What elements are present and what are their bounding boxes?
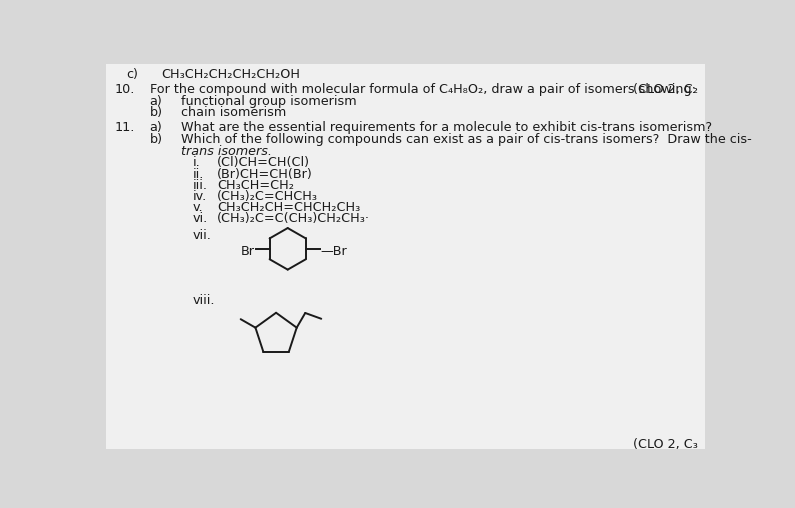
Text: b): b)	[149, 133, 163, 146]
Text: (CLO 2, C₃: (CLO 2, C₃	[633, 438, 697, 451]
Text: vi.: vi.	[192, 212, 207, 225]
Text: (CH₃)₂C=C(CH₃)CH₂CH₃·: (CH₃)₂C=C(CH₃)CH₂CH₃·	[217, 212, 370, 225]
Text: Br: Br	[241, 245, 255, 259]
FancyBboxPatch shape	[106, 64, 704, 449]
Text: For the compound with molecular formula of C₄H₈O₂, draw a pair of isomers showin: For the compound with molecular formula …	[149, 82, 696, 96]
Text: a): a)	[149, 95, 162, 108]
Text: trans isomers.: trans isomers.	[180, 145, 272, 158]
Text: (Br)CH=CH(Br): (Br)CH=CH(Br)	[217, 168, 313, 181]
Text: functional group isomerism: functional group isomerism	[180, 95, 356, 108]
Text: chain isomerism: chain isomerism	[180, 106, 286, 119]
Text: vii.: vii.	[192, 229, 211, 242]
Text: CH₃CH₂CH₂CH₂CH₂OH: CH₃CH₂CH₂CH₂CH₂OH	[161, 68, 301, 81]
Text: What are the essential requirements for a molecule to exhibit cis-trans isomeris: What are the essential requirements for …	[180, 121, 712, 134]
Text: CH₃CH=CH₂: CH₃CH=CH₂	[217, 179, 294, 192]
Text: CH₃CH₂CH=CHCH₂CH₃: CH₃CH₂CH=CHCH₂CH₃	[217, 201, 360, 214]
Text: viii.: viii.	[192, 294, 215, 307]
Text: (CH₃)₂C=CHCH₃: (CH₃)₂C=CHCH₃	[217, 190, 318, 203]
Text: 10.: 10.	[114, 82, 135, 96]
Text: Which of the following compounds can exist as a pair of cis-trans isomers?  Draw: Which of the following compounds can exi…	[180, 133, 751, 146]
Text: v.: v.	[192, 201, 203, 214]
Text: iv.: iv.	[192, 190, 207, 203]
Text: c): c)	[126, 68, 138, 81]
Text: 11.: 11.	[114, 121, 135, 134]
Text: b): b)	[149, 106, 163, 119]
Text: iii.: iii.	[192, 179, 207, 192]
Text: (Cl)CH=CH(Cl): (Cl)CH=CH(Cl)	[217, 156, 310, 170]
Text: (CLO 2, C₂: (CLO 2, C₂	[633, 82, 697, 96]
Text: i.: i.	[192, 156, 200, 170]
Text: ii.: ii.	[192, 168, 204, 181]
Text: —Br: —Br	[320, 245, 347, 259]
Text: a): a)	[149, 121, 162, 134]
